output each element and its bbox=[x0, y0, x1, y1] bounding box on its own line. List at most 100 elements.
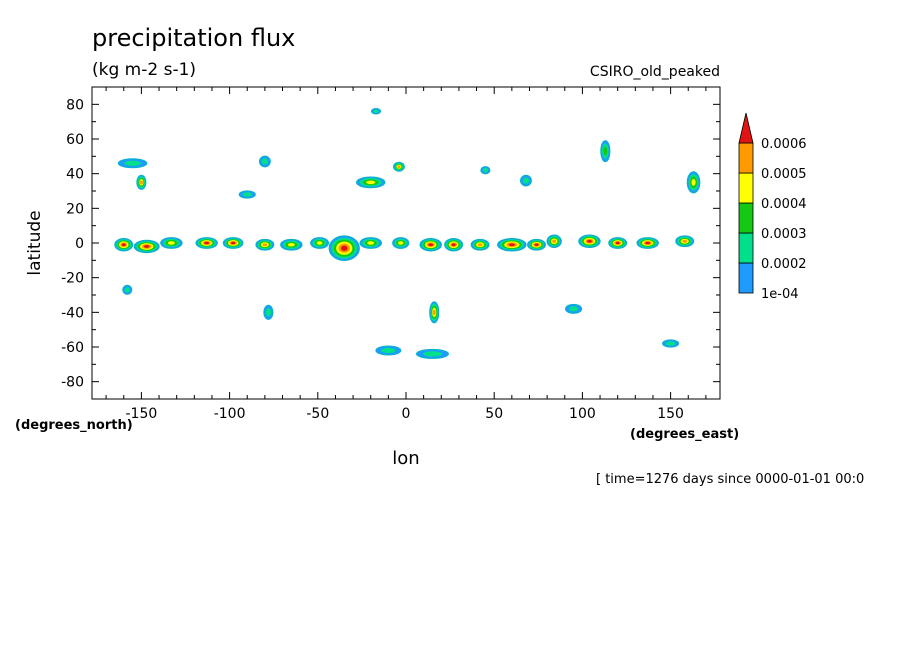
precip-feature bbox=[675, 235, 695, 248]
precipitation-contours bbox=[114, 108, 701, 359]
precip-feature bbox=[608, 237, 628, 249]
colorbar-label: 1e-04 bbox=[761, 287, 799, 302]
colorbar-max-triangle bbox=[738, 112, 754, 144]
colorbar-label: 0.0003 bbox=[761, 227, 807, 242]
y-tick-label: 80 bbox=[66, 97, 84, 113]
colorbar-swatch bbox=[738, 262, 754, 294]
contour-level-2 bbox=[423, 351, 442, 357]
contour-level-5 bbox=[477, 243, 483, 247]
colorbar-swatch bbox=[738, 202, 754, 234]
contour-level-2 bbox=[381, 347, 396, 354]
precip-feature bbox=[122, 284, 133, 295]
contour-level-4 bbox=[366, 180, 376, 185]
contour-level-4 bbox=[287, 242, 295, 247]
precip-feature bbox=[527, 238, 546, 251]
contour-level-5 bbox=[432, 309, 436, 316]
chart-title: precipitation flux bbox=[92, 24, 295, 52]
contour-level-6 bbox=[615, 241, 620, 245]
contour-level-5 bbox=[552, 239, 557, 243]
x-units-label: (degrees_east) bbox=[630, 427, 739, 442]
precip-feature bbox=[255, 238, 275, 251]
y-tick-label: 60 bbox=[66, 132, 84, 148]
contour-level-5 bbox=[139, 180, 143, 185]
precip-feature bbox=[328, 235, 360, 262]
y-tick-label: 40 bbox=[66, 167, 84, 183]
contour-level-6 bbox=[340, 245, 348, 251]
precip-feature bbox=[480, 166, 491, 175]
contour-level-3 bbox=[603, 146, 608, 156]
y-axis-title: latitude bbox=[25, 210, 45, 275]
precip-feature bbox=[686, 171, 701, 194]
y-tick-label: 0 bbox=[75, 236, 84, 252]
contour-level-4 bbox=[316, 241, 323, 245]
contour-level-2 bbox=[665, 341, 676, 346]
x-axis-title: lon bbox=[392, 448, 419, 469]
y-tick-label: -60 bbox=[61, 340, 84, 356]
precip-feature bbox=[419, 238, 442, 252]
contour-level-2 bbox=[373, 109, 379, 113]
contour-level-4 bbox=[367, 241, 375, 245]
precip-feature bbox=[280, 238, 303, 251]
x-tick-label: -150 bbox=[126, 406, 158, 422]
x-tick-label: -50 bbox=[306, 406, 329, 422]
contour-level-4 bbox=[398, 241, 404, 245]
x-tick-label: 0 bbox=[402, 406, 411, 422]
contour-level-2 bbox=[261, 158, 269, 165]
colorbar: 1e-04 0.0002 0.0003 0.0004 0.0005 0.0006 bbox=[738, 112, 807, 302]
colorbar-swatch bbox=[738, 232, 754, 264]
precip-feature bbox=[393, 161, 405, 172]
precip-feature bbox=[263, 304, 274, 320]
x-tick-label: -100 bbox=[214, 406, 246, 422]
colorbar-label: 0.0004 bbox=[761, 197, 807, 212]
x-tick-label: 100 bbox=[569, 406, 596, 422]
precip-feature bbox=[444, 238, 464, 252]
precip-feature bbox=[578, 234, 601, 249]
precip-feature bbox=[114, 238, 134, 252]
contour-level-2 bbox=[242, 192, 253, 197]
precip-feature bbox=[520, 174, 532, 187]
x-axis: -150 -100 -50 0 50 100 150 bbox=[105, 87, 707, 422]
precip-feature bbox=[415, 348, 449, 359]
precip-feature bbox=[359, 237, 382, 249]
precip-feature bbox=[546, 234, 562, 249]
contour-level-4 bbox=[167, 241, 175, 245]
y-tick-label: 20 bbox=[66, 201, 84, 217]
contour-level-6 bbox=[143, 245, 150, 248]
precip-feature bbox=[258, 155, 271, 168]
y-tick-label: -40 bbox=[61, 305, 84, 321]
contour-level-6 bbox=[204, 241, 210, 245]
chart-units: (kg m-2 s-1) bbox=[92, 60, 196, 80]
precip-feature bbox=[222, 237, 244, 249]
y-tick-label: -80 bbox=[61, 375, 84, 391]
contour-level-6 bbox=[508, 243, 515, 247]
x-tick-label: 50 bbox=[485, 406, 503, 422]
contour-level-2 bbox=[124, 287, 130, 293]
precip-feature bbox=[497, 238, 527, 252]
time-footer: [ time=1276 days since 0000-01-01 00:0 bbox=[596, 472, 864, 487]
contour-level-4 bbox=[691, 178, 696, 186]
y-units-label: (degrees_north) bbox=[15, 418, 133, 433]
contour-level-2 bbox=[522, 177, 530, 184]
contour-level-2 bbox=[568, 306, 579, 312]
contour-level-6 bbox=[428, 243, 434, 247]
colorbar-label: 0.0002 bbox=[761, 257, 807, 272]
precip-feature bbox=[375, 345, 402, 356]
precip-feature bbox=[160, 237, 183, 249]
contour-level-6 bbox=[587, 239, 592, 243]
y-axis: 80 60 40 20 0 -20 -40 -60 -80 bbox=[61, 86, 720, 400]
contour-level-6 bbox=[451, 243, 456, 247]
contour-level-6 bbox=[645, 241, 651, 245]
contour-level-6 bbox=[534, 243, 539, 246]
contour-level-5 bbox=[682, 239, 688, 243]
colorbar-label: 0.0006 bbox=[761, 137, 807, 152]
x-tick-label: 150 bbox=[657, 406, 684, 422]
y-tick-label: -20 bbox=[61, 271, 84, 287]
precip-feature bbox=[470, 238, 490, 251]
precip-feature bbox=[238, 190, 256, 199]
precip-feature bbox=[117, 158, 148, 169]
precip-feature bbox=[429, 301, 440, 324]
precip-feature bbox=[195, 237, 218, 249]
colorbar-label: 0.0005 bbox=[761, 167, 807, 182]
contour-level-6 bbox=[121, 243, 126, 247]
